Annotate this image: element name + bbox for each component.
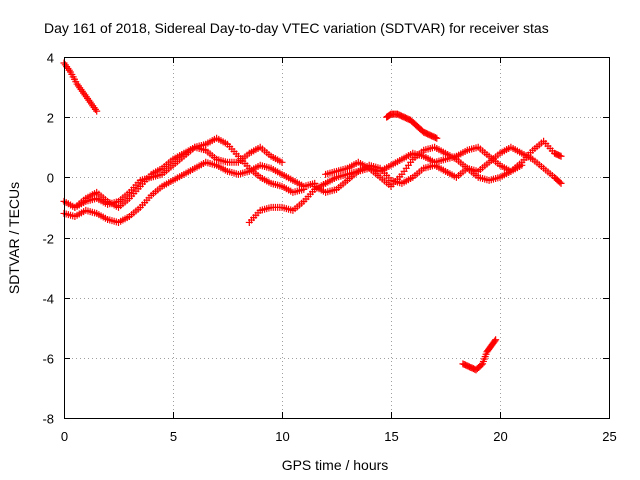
data-point (300, 185, 308, 193)
y-axis-label: SDTVAR / TECUs (6, 182, 22, 294)
data-point (431, 134, 439, 142)
x-tick-label: 10 (275, 429, 289, 444)
data-points (60, 59, 565, 374)
data-point (278, 158, 286, 166)
data-point (491, 337, 499, 345)
series-arc-2 (60, 143, 286, 211)
series-arc-3 (60, 158, 319, 226)
data-point (477, 361, 485, 369)
axis-ticks: 0 5 10 15 20 25 -8 -6 -4 -2 0 2 4 (42, 51, 616, 445)
y-tick-label: -8 (42, 412, 54, 427)
series-arc-8 (383, 110, 441, 142)
y-tick-label: 4 (47, 51, 54, 66)
x-tick-label: 15 (384, 429, 398, 444)
y-tick-label: 0 (47, 171, 54, 186)
x-axis-label: GPS time / hours (282, 457, 389, 473)
x-tick-label: 20 (493, 429, 507, 444)
data-point (557, 179, 565, 187)
y-tick-label: -4 (42, 292, 54, 307)
data-point (556, 152, 564, 160)
y-tick-label: -6 (42, 352, 54, 367)
series-arc-9 (459, 336, 500, 374)
grid-lines (64, 57, 609, 418)
series-arc-1 (60, 59, 101, 115)
data-point (433, 134, 441, 142)
x-tick-label: 5 (170, 429, 177, 444)
data-point (556, 178, 564, 186)
series-arc-4 (71, 134, 308, 211)
x-tick-label: 25 (602, 429, 616, 444)
data-point (492, 336, 500, 344)
data-point (557, 152, 565, 160)
y-tick-label: 2 (47, 111, 54, 126)
y-tick-label: -2 (42, 232, 54, 247)
data-point (518, 161, 526, 169)
x-tick-label: 0 (61, 429, 68, 444)
chart-title: Day 161 of 2018, Sidereal Day-to-day VTE… (44, 20, 549, 36)
plot-frame (64, 57, 610, 419)
series-arc-7 (322, 143, 526, 190)
data-point (93, 107, 101, 115)
